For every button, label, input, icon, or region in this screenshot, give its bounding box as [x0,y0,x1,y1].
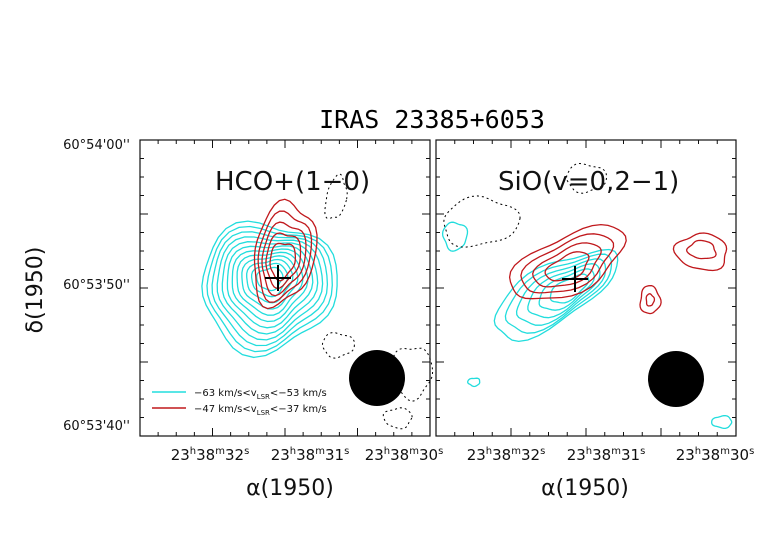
left-panel-ticks [140,140,430,436]
left-red-contours [253,198,318,310]
left-x-axis-label: α(1950) [246,476,334,501]
right-source-cross [562,266,588,292]
left-blue-contour [250,262,289,298]
figure-title: IRAS 23385+6053 [319,105,545,134]
right-red-contour [532,242,602,288]
left-blue-contour [201,220,338,359]
right-blue-contour [711,414,733,430]
left-blue-contour [226,245,314,329]
y-tick-label: 60°53'50'' [63,278,130,293]
right-negative-contour [443,195,521,248]
right-blue-contour [493,248,619,343]
right-negative-contours [443,162,607,248]
left-blue-contour [241,255,299,310]
left-blue-contour [216,236,324,341]
left-blue-contour [211,231,329,347]
left-blue-contour [206,225,333,353]
x-tick-label: 23h38m30s [676,446,755,464]
left-red-contour [257,210,313,303]
right-red-contour [645,293,656,307]
right-blue-contour [441,221,469,252]
right-panel-ticks [436,140,736,436]
x-tick-label: 23h38m31s [271,446,350,464]
legend-entry-red: −47 km/s<vLSR<−37 km/s [194,404,327,417]
right-panel: SiO(v=0,2−1) [435,139,737,437]
legend-blue-post: <−53 km/s [270,388,327,399]
left-negative-contour [382,407,413,430]
left-negative-contour [321,332,355,359]
right-negative-contour [565,162,607,194]
right-blue-contour [515,258,607,326]
left-blue-contours [201,220,338,359]
left-line-label: HCO+(1−0) [215,167,370,197]
right-red-contour [639,284,662,315]
right-blue-contour [467,377,481,388]
right-blue-contour [527,263,601,319]
legend-red-pre: −47 km/s<v [194,404,257,415]
left-negative-contours [321,173,434,430]
right-beam [648,351,704,407]
y-tick-label: 60°54'00'' [63,138,130,153]
right-red-contour [544,251,590,282]
right-blue-contour [504,253,613,334]
right-red-contour [672,232,728,272]
legend-blue-sub: LSR [257,393,270,401]
left-red-contour [253,198,318,310]
y-tick-label: 60°53'40'' [63,419,130,434]
left-red-contour [261,221,307,297]
x-tick-label: 23h38m30s [365,446,444,464]
right-x-tick-labels: 23h38m32s 23h38m31s 23h38m30s [467,446,755,464]
y-axis-label: δ(1950) [23,247,48,334]
left-x-tick-labels: 23h38m32s 23h38m31s 23h38m30s [171,446,444,464]
left-beam [349,350,405,406]
right-red-contour [508,223,627,300]
right-x-axis-label: α(1950) [541,476,629,501]
left-panel: HCO+(1−0) −63 km/s<vLSR<−53 km/s −47 km/… [139,139,434,437]
left-blue-contour [236,251,304,316]
right-red-contours [508,223,728,315]
right-red-contour [685,239,717,260]
left-blue-contour [231,248,309,323]
x-tick-label: 23h38m32s [467,446,546,464]
x-tick-label: 23h38m31s [567,446,646,464]
legend-red-post: <−37 km/s [270,404,327,415]
left-source-cross [265,265,291,291]
left-red-contour [265,232,302,290]
right-red-contour [520,233,615,294]
legend-red-sub: LSR [257,409,270,417]
legend-entry-blue: −63 km/s<vLSR<−53 km/s [194,388,327,401]
right-line-label: SiO(v=0,2−1) [498,167,679,197]
x-tick-label: 23h38m32s [171,446,250,464]
left-blue-contour [246,258,294,304]
right-blue-contour [549,273,590,304]
right-blue-contours [441,221,733,430]
legend-blue-pre: −63 km/s<v [194,388,257,399]
left-legend: −63 km/s<vLSR<−53 km/s −47 km/s<vLSR<−37… [152,388,327,417]
